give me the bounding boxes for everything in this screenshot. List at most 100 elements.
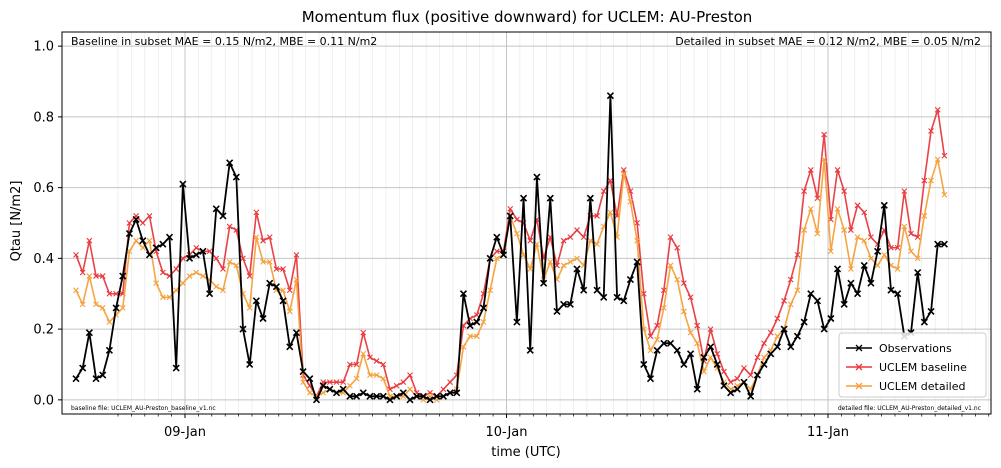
data-point bbox=[159, 269, 166, 276]
data-point bbox=[220, 287, 226, 294]
data-point bbox=[727, 379, 734, 386]
data-point bbox=[419, 392, 427, 400]
data-point bbox=[660, 339, 668, 347]
data-point bbox=[740, 378, 748, 386]
data-point bbox=[333, 379, 340, 386]
data-point bbox=[626, 276, 635, 284]
data-point bbox=[133, 237, 140, 244]
data-point bbox=[853, 290, 862, 298]
data-point bbox=[340, 379, 347, 386]
data-point bbox=[199, 247, 207, 255]
y-tick-label: 0.2 bbox=[33, 323, 54, 338]
data-point bbox=[666, 339, 675, 347]
data-point bbox=[212, 205, 220, 213]
data-point bbox=[934, 106, 941, 113]
data-point bbox=[654, 322, 661, 329]
data-point bbox=[99, 273, 106, 279]
data-point bbox=[206, 248, 213, 255]
data-point bbox=[459, 290, 468, 298]
data-point bbox=[213, 283, 220, 290]
data-point bbox=[280, 287, 286, 294]
data-point bbox=[767, 329, 774, 336]
data-point bbox=[400, 379, 407, 386]
data-point bbox=[834, 205, 841, 212]
data-point bbox=[72, 375, 80, 383]
data-point bbox=[300, 379, 307, 386]
data-point bbox=[894, 266, 901, 272]
data-point bbox=[346, 382, 353, 389]
data-point bbox=[240, 255, 246, 262]
y-tick-label: 1.0 bbox=[33, 40, 54, 55]
y-axis-label: Qtau [N/m2] bbox=[9, 181, 24, 262]
data-point bbox=[780, 325, 788, 333]
axis-ticks: 0.0 0.2 0.4 0.6 0.8 1.0 09-Jan 10-Jan 11-Jan bbox=[33, 40, 990, 440]
data-point bbox=[640, 290, 647, 297]
data-point bbox=[260, 259, 266, 265]
data-point bbox=[761, 340, 767, 347]
data-point bbox=[580, 286, 588, 294]
data-point bbox=[827, 248, 834, 255]
data-point bbox=[159, 240, 167, 248]
data-point bbox=[560, 237, 567, 244]
data-point bbox=[173, 287, 180, 294]
data-point bbox=[73, 287, 79, 294]
data-point bbox=[841, 227, 848, 233]
data-point bbox=[99, 371, 107, 379]
data-point bbox=[312, 396, 321, 404]
data-point bbox=[480, 319, 487, 325]
data-point bbox=[807, 290, 815, 298]
data-point bbox=[868, 234, 874, 241]
data-point bbox=[908, 230, 914, 237]
plot-frame bbox=[61, 31, 992, 415]
data-point bbox=[359, 389, 367, 397]
data-point bbox=[479, 304, 488, 312]
data-point bbox=[747, 372, 754, 378]
data-point bbox=[93, 301, 99, 308]
data-point bbox=[647, 347, 654, 354]
data-point bbox=[567, 234, 574, 241]
data-point bbox=[146, 237, 153, 244]
data-point bbox=[86, 237, 93, 244]
data-point bbox=[914, 234, 921, 241]
data-point bbox=[353, 375, 360, 382]
data-point bbox=[306, 389, 313, 396]
detailed-file-annotation: detailed file: UCLEM_AU-Preston_detailed… bbox=[838, 405, 981, 412]
data-point bbox=[246, 360, 254, 369]
data-point bbox=[593, 286, 601, 294]
data-point bbox=[172, 364, 180, 372]
data-point bbox=[286, 343, 294, 351]
data-point bbox=[399, 389, 407, 397]
data-point bbox=[92, 375, 100, 383]
data-point bbox=[360, 329, 367, 336]
data-point bbox=[600, 188, 607, 195]
data-point bbox=[280, 266, 286, 272]
data-point bbox=[573, 265, 581, 273]
data-point bbox=[707, 354, 714, 361]
data-point bbox=[467, 333, 474, 340]
data-point bbox=[266, 234, 273, 241]
data-point bbox=[921, 213, 928, 219]
data-point bbox=[874, 247, 882, 255]
data-point bbox=[701, 368, 707, 375]
data-point bbox=[173, 266, 180, 272]
data-point bbox=[667, 234, 674, 241]
data-point bbox=[807, 167, 814, 173]
data-point bbox=[105, 346, 113, 354]
data-point bbox=[741, 365, 747, 371]
data-point bbox=[834, 167, 841, 173]
data-point bbox=[526, 346, 534, 354]
data-point bbox=[653, 346, 661, 354]
data-point bbox=[694, 340, 701, 347]
data-point bbox=[85, 329, 93, 337]
data-point bbox=[540, 279, 548, 287]
data-point bbox=[607, 209, 614, 216]
data-point bbox=[272, 283, 280, 291]
data-point bbox=[106, 290, 113, 297]
data-point bbox=[807, 205, 814, 212]
data-point bbox=[373, 392, 381, 400]
data-point bbox=[814, 195, 821, 202]
data-point bbox=[914, 268, 922, 277]
data-point bbox=[646, 375, 655, 383]
data-point bbox=[200, 273, 206, 279]
data-point bbox=[620, 297, 628, 305]
